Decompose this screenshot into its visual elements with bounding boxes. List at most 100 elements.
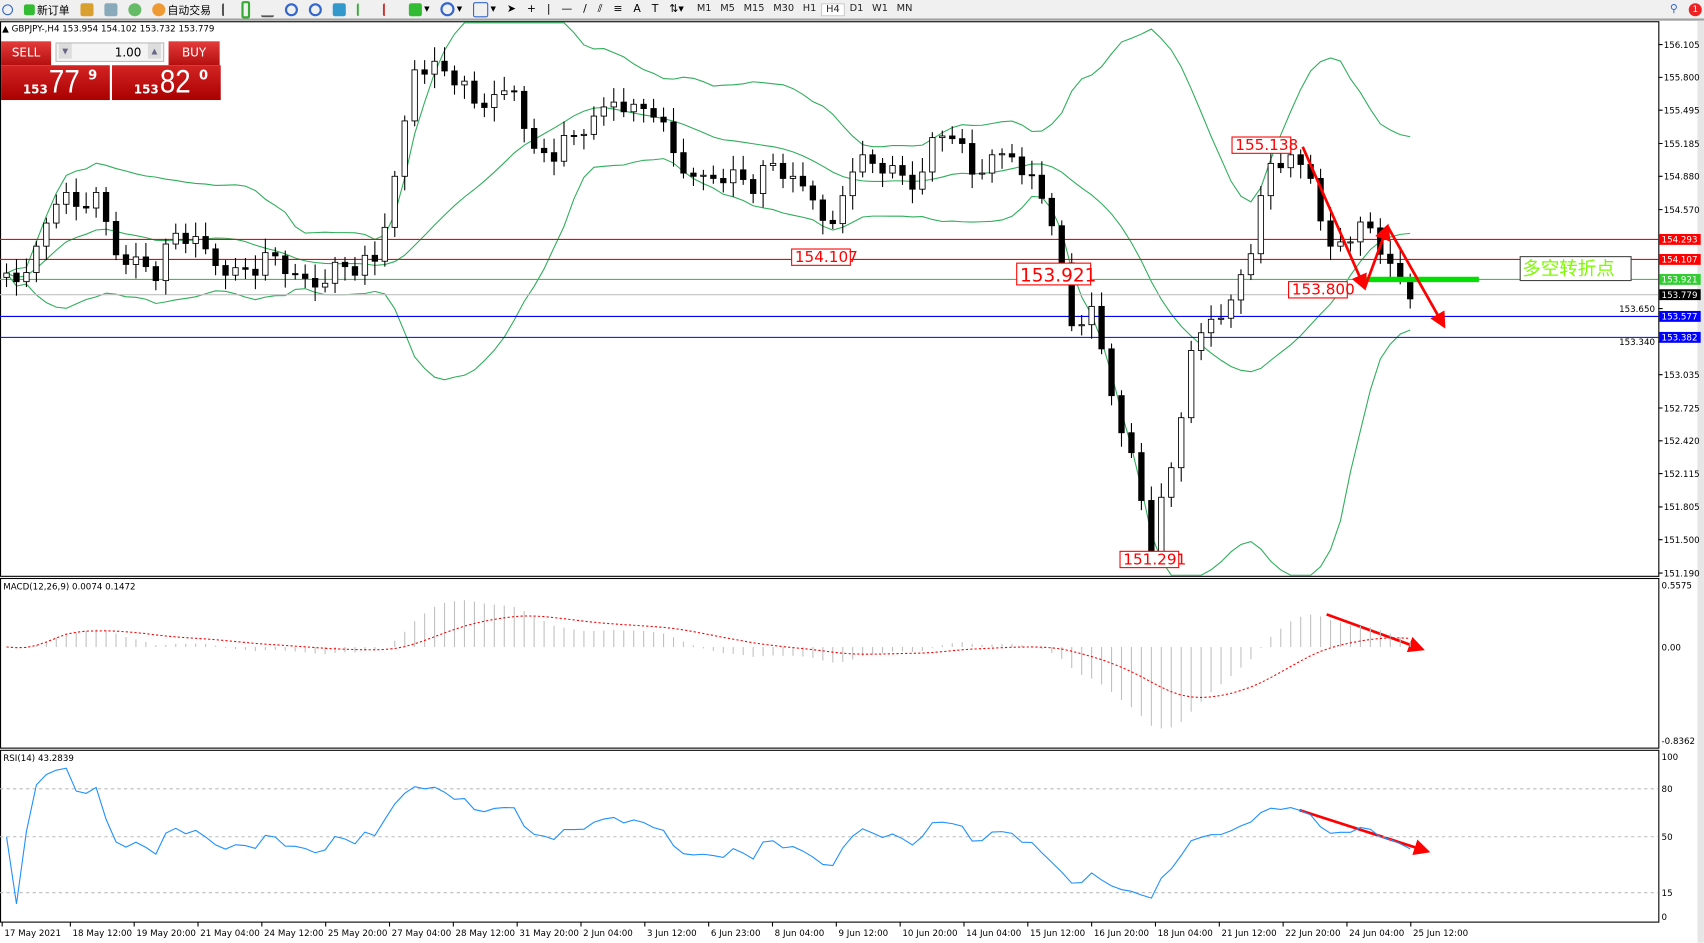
metaeditor-button[interactable] bbox=[78, 1, 95, 17]
rsi-tick-label: 15 bbox=[1662, 889, 1673, 899]
trend-arrow bbox=[1299, 808, 1431, 856]
buy-price[interactable]: 153 82 0 bbox=[112, 64, 221, 101]
candle-body bbox=[142, 256, 150, 268]
candle bbox=[311, 264, 319, 302]
periods-button[interactable]: ▾ bbox=[438, 1, 464, 17]
timeframe-w1[interactable]: W1 bbox=[872, 2, 888, 14]
candle bbox=[959, 128, 966, 154]
trendline-button[interactable]: / bbox=[581, 1, 589, 17]
timeframe-h1[interactable]: H1 bbox=[802, 2, 817, 14]
timeframe-m30[interactable]: M30 bbox=[773, 2, 795, 14]
candle-chart-button[interactable] bbox=[239, 0, 252, 18]
templates-button[interactable]: ▾ bbox=[471, 1, 498, 17]
zoom-in-button[interactable] bbox=[283, 1, 300, 17]
candle-body bbox=[540, 147, 548, 154]
crosshair-button[interactable]: + bbox=[525, 1, 538, 17]
indicators-button[interactable]: ▾ bbox=[407, 1, 432, 17]
timeframe-h4[interactable]: H4 bbox=[820, 2, 846, 16]
candle-body bbox=[1038, 174, 1046, 199]
price-line-label: 154.107 bbox=[1662, 256, 1698, 266]
zoom-out-button[interactable] bbox=[307, 1, 324, 17]
candle-body bbox=[759, 165, 767, 194]
turning-point-label: 多空转折点 bbox=[1522, 259, 1614, 280]
timeframe-m5[interactable]: M5 bbox=[720, 2, 735, 14]
price-line-label: 153.382 bbox=[1662, 334, 1698, 344]
rsi-tick-label: 80 bbox=[1662, 785, 1673, 795]
candle-body bbox=[122, 254, 130, 265]
candle-body bbox=[182, 232, 189, 244]
sell-price[interactable]: 153 77 9 bbox=[1, 64, 110, 101]
price-tick-label: 153.650 bbox=[1619, 305, 1655, 315]
timeframe-mn[interactable]: MN bbox=[896, 2, 913, 14]
candle-body bbox=[879, 162, 886, 174]
vertical-line-button[interactable]: | bbox=[545, 1, 553, 17]
auto-trading-button[interactable]: 自动交易 bbox=[150, 1, 213, 17]
bar-chart-button[interactable] bbox=[220, 1, 233, 17]
buy-button[interactable]: BUY bbox=[168, 41, 220, 66]
candle-body bbox=[471, 80, 478, 104]
candle bbox=[351, 256, 359, 281]
candle bbox=[1267, 149, 1274, 210]
lot-size-input[interactable]: 1.00 bbox=[55, 42, 165, 62]
timeframe-m1[interactable]: M1 bbox=[696, 2, 712, 14]
candle-body bbox=[172, 232, 179, 245]
timeframe-d1[interactable]: D1 bbox=[849, 2, 864, 14]
candle bbox=[1048, 192, 1055, 236]
candle-body bbox=[1327, 220, 1334, 247]
candle bbox=[431, 47, 438, 89]
cloud-icon bbox=[104, 2, 118, 16]
time-tick-label: 3 Jun 12:00 bbox=[647, 929, 697, 939]
candle bbox=[580, 128, 588, 150]
signals-button[interactable] bbox=[126, 1, 143, 17]
search-button[interactable]: ⚲ bbox=[1668, 1, 1680, 17]
timeframe-m15[interactable]: M15 bbox=[743, 2, 765, 14]
candle bbox=[889, 155, 896, 179]
lot-decrease-button[interactable]: ▼ bbox=[58, 43, 72, 59]
candle bbox=[1158, 483, 1165, 559]
candle bbox=[501, 76, 508, 100]
fibo-button[interactable]: ≡ bbox=[611, 1, 624, 17]
tile-windows-button[interactable] bbox=[331, 1, 348, 17]
candle-body bbox=[202, 236, 209, 250]
bollinger-lower bbox=[6, 158, 1411, 576]
candle-body bbox=[929, 137, 936, 173]
channel-button[interactable]: ⫽ bbox=[595, 1, 604, 17]
time-tick-label: 8 Jun 04:00 bbox=[775, 929, 825, 939]
sell-button[interactable]: SELL bbox=[1, 41, 52, 66]
candle bbox=[769, 153, 777, 171]
candle-body bbox=[331, 261, 339, 284]
horizontal-line-button[interactable]: — bbox=[559, 1, 574, 17]
candle bbox=[172, 223, 179, 250]
candle-body bbox=[630, 103, 637, 113]
arrows-button[interactable]: ⇅▾ bbox=[667, 1, 686, 17]
line-chart-button[interactable] bbox=[259, 1, 276, 17]
lot-increase-button[interactable]: ▲ bbox=[147, 43, 161, 59]
cursor-button[interactable]: ➤ bbox=[505, 1, 518, 17]
label-button[interactable]: T bbox=[650, 1, 661, 17]
candle bbox=[262, 238, 269, 281]
price-chart[interactable]: 156.105 155.800 155.495 155.185 154.880 154.5… bbox=[0, 20, 1704, 943]
price-annotation: 155.138 bbox=[1235, 136, 1298, 154]
autoscroll-button[interactable] bbox=[381, 1, 401, 17]
zoom-button[interactable] bbox=[0, 1, 15, 17]
candle-body bbox=[421, 69, 428, 75]
market-watch-button[interactable] bbox=[102, 1, 119, 17]
candle bbox=[809, 180, 817, 210]
text-button[interactable]: A bbox=[631, 1, 643, 17]
candle-body bbox=[750, 179, 757, 194]
chart-shift-button[interactable] bbox=[354, 1, 374, 17]
price-annotation-box bbox=[1119, 550, 1180, 569]
candle-body bbox=[1257, 195, 1265, 255]
macd-pane bbox=[0, 577, 1660, 749]
new-order-button[interactable]: 新订单 bbox=[22, 1, 72, 17]
candle-body bbox=[889, 165, 896, 174]
price-line-label: 153.577 bbox=[1662, 313, 1698, 323]
notifications-button[interactable]: 1 bbox=[1687, 1, 1704, 17]
candle bbox=[521, 85, 528, 143]
candle-body bbox=[1397, 262, 1404, 280]
candle bbox=[998, 148, 1006, 169]
candle bbox=[83, 192, 90, 214]
rsi-label: RSI(14) 43.2839 bbox=[3, 754, 74, 764]
candle bbox=[162, 238, 169, 295]
